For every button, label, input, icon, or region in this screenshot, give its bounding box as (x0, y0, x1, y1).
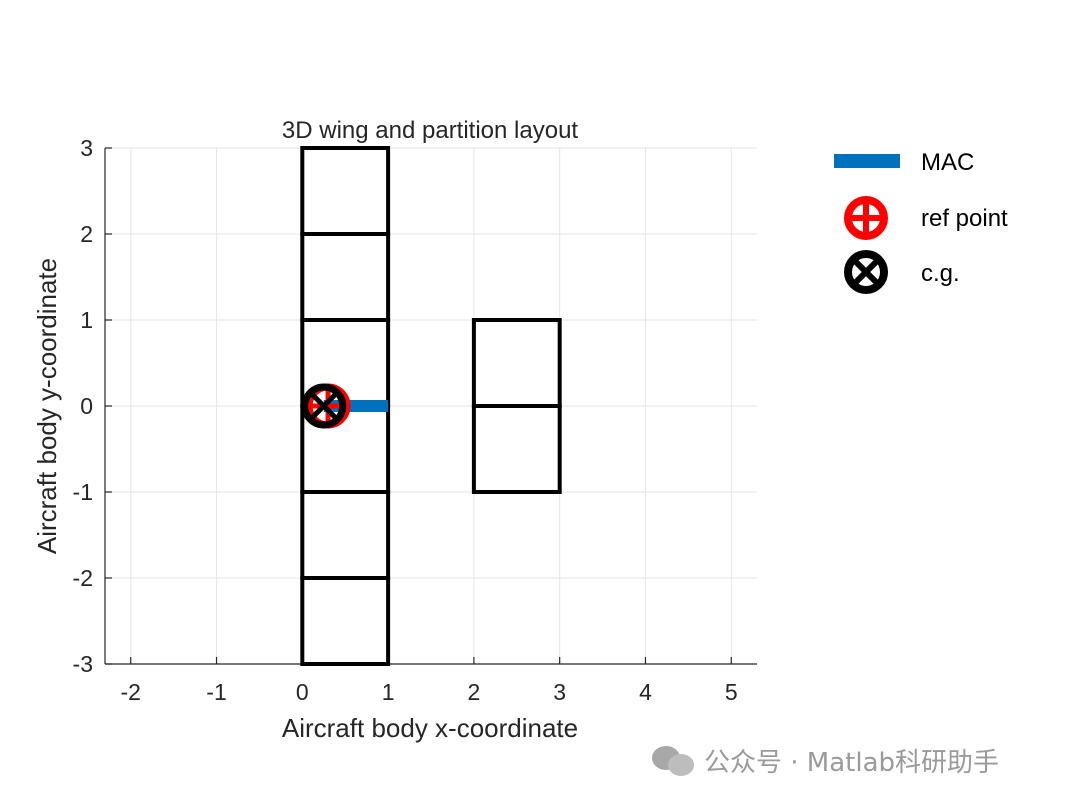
legend-mac-label: MAC (921, 149, 974, 176)
watermark-text: 公众号 · Matlab科研助手 (704, 748, 1000, 778)
wing-panel (300, 232, 391, 322)
legend-cg-label: c.g. (921, 260, 960, 287)
grid-lines (105, 147, 757, 665)
marker-ring (301, 383, 347, 429)
y-tick-label: 0 (80, 393, 93, 419)
y-tick-label: -1 (73, 479, 93, 505)
legend-mac-swatch (834, 154, 900, 168)
y-tick-label: 1 (80, 307, 93, 333)
cg-marker (301, 383, 347, 429)
y-axis-label: Aircraft body y-coordinate (32, 258, 62, 554)
wing-panel (300, 146, 391, 236)
y-tick-label: 3 (80, 135, 93, 161)
wing-partitions (300, 146, 562, 666)
x-tick-label: 5 (725, 679, 738, 705)
marker-cross (308, 390, 339, 422)
wing-panel (471, 404, 562, 494)
legend: MAC ref point c.g. (834, 149, 1008, 294)
x-tick-label: 4 (639, 679, 652, 705)
x-tick-label: -2 (121, 679, 141, 705)
x-tick-label: 1 (382, 679, 395, 705)
data-marks (301, 383, 389, 429)
legend-ref-marker (844, 196, 888, 240)
y-tick-label: -2 (73, 565, 93, 591)
y-tick-label: 2 (80, 221, 93, 247)
watermark: 公众号 · Matlab科研助手 (652, 742, 999, 779)
axes: -2 -1 0 1 2 3 4 5 -3 -2 -1 0 1 2 3 (73, 135, 757, 705)
x-tick-label: 2 (467, 679, 480, 705)
x-axis-label: Aircraft body x-coordinate (282, 713, 578, 743)
x-tick-label: 0 (296, 679, 309, 705)
wing-panel (471, 318, 562, 408)
legend-ref-label: ref point (921, 205, 1008, 232)
wing-panel (300, 576, 391, 666)
x-tick-label: -1 (206, 679, 226, 705)
legend-cg-marker (844, 250, 888, 294)
wechat-icon (652, 744, 696, 778)
chart-title: 3D wing and partition layout (282, 117, 579, 144)
x-tick-label: 3 (553, 679, 566, 705)
wing-panel (300, 490, 391, 580)
y-tick-label: -3 (73, 651, 93, 677)
